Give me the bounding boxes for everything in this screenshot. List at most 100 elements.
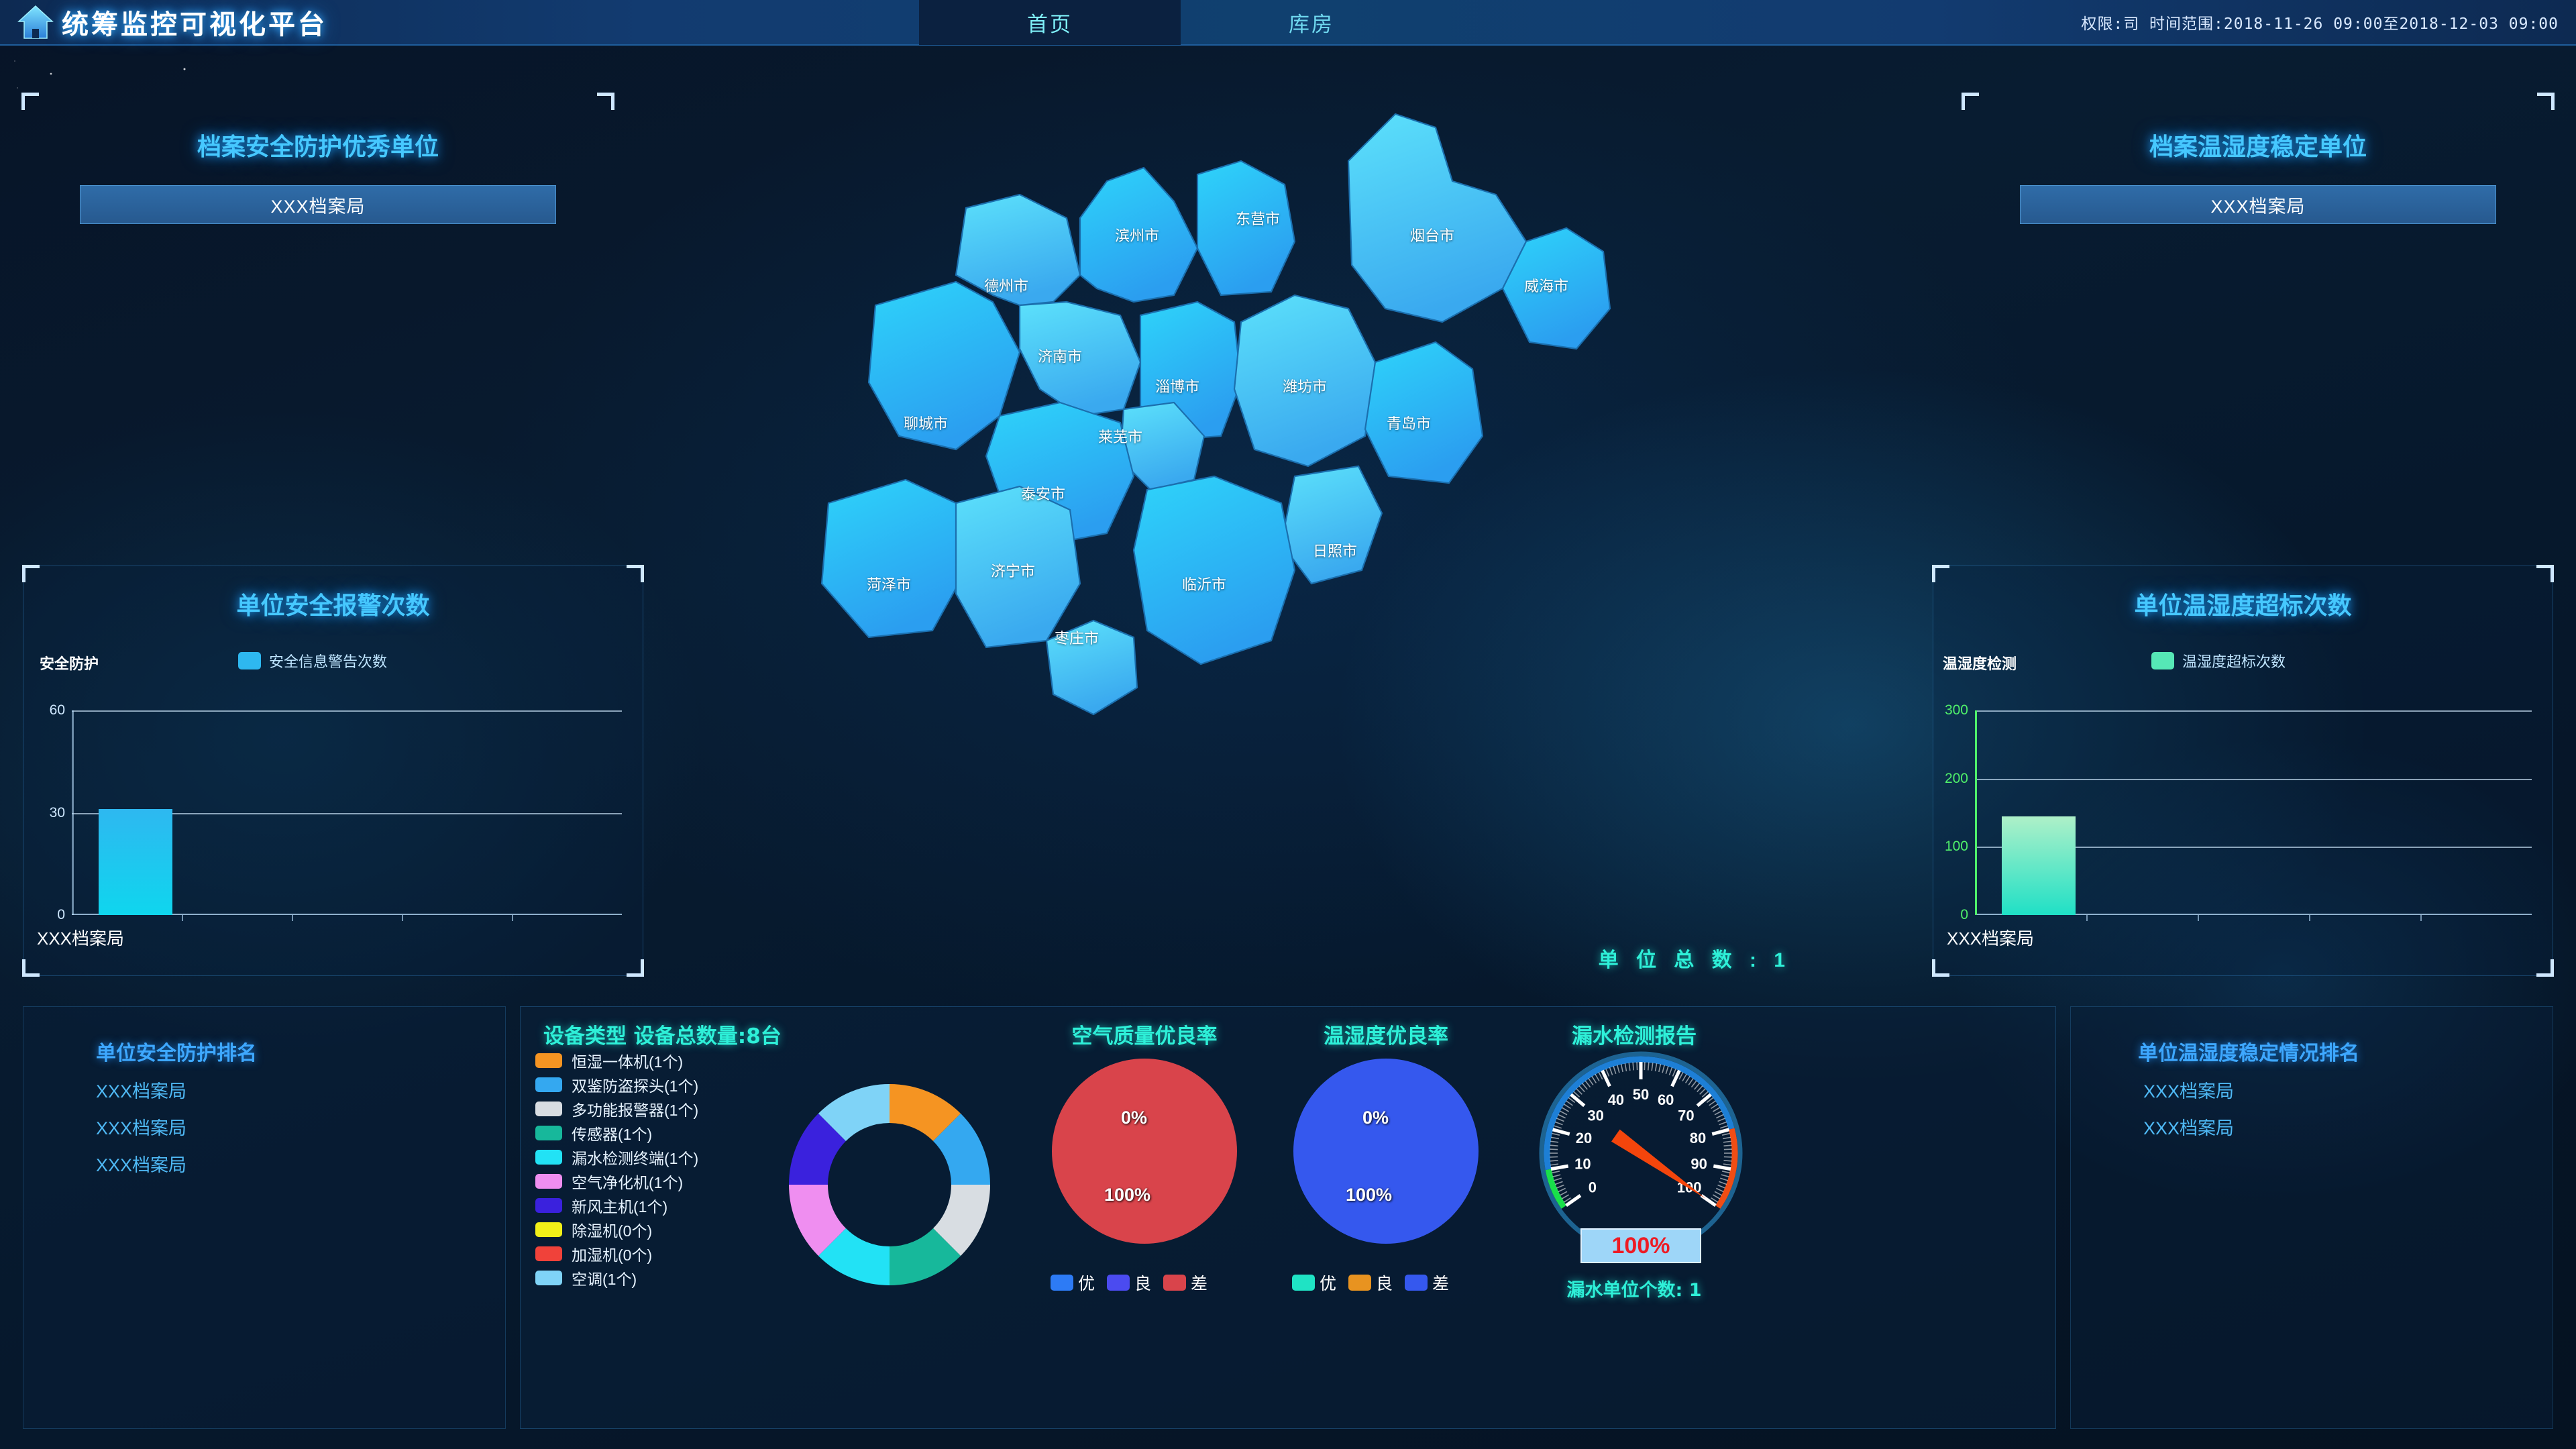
rank-list-item[interactable]: XXX档案局 (2143, 1114, 2553, 1140)
gauge-tick (1716, 1188, 1723, 1191)
gauge-tick (1722, 1171, 1730, 1173)
device-legend-swatch (535, 1222, 562, 1237)
air-quality-pie-chart[interactable] (1051, 1057, 1238, 1245)
device-donut-chart[interactable] (782, 1077, 997, 1292)
tab-home[interactable]: 首页 (919, 0, 1181, 45)
device-legend-item[interactable]: 空调(1个) (535, 1266, 698, 1290)
gauge-tick (1723, 1164, 1731, 1165)
gauge-tick (1713, 1166, 1731, 1169)
device-legend-label: 多功能报警器(1个) (572, 1097, 698, 1120)
pie-legend-item[interactable]: 良 (1348, 1271, 1393, 1295)
chart-bar[interactable] (2002, 816, 2076, 915)
chart-y-tick: 0 (57, 907, 72, 923)
device-legend-item[interactable]: 恒湿一体机(1个) (535, 1049, 698, 1073)
stable-humidity-unit-panel: 档案温湿度稳定单位 XXX档案局 (1963, 94, 2553, 389)
gauge-tick (1637, 1062, 1638, 1070)
bottom-dashboard-panel: 设备类型 设备总数量:8台 恒湿一体机(1个) 双鉴防盗探头(1个) 多功能报警… (520, 1006, 2056, 1429)
security-rank-list[interactable]: XXX档案局 XXX档案局 XXX档案局 (96, 1077, 505, 1177)
air-pie-title: 空气质量优良率 (1030, 1019, 1258, 1049)
rank-list-item[interactable]: XXX档案局 (2143, 1077, 2553, 1103)
gauge-tick (1648, 1063, 1649, 1071)
security-rank-title: 单位安全防护排名 (96, 1036, 505, 1066)
pie-legend-swatch (1292, 1275, 1315, 1291)
map-city-label: 日照市 (1313, 539, 1357, 561)
gauge-tick (1629, 1063, 1630, 1071)
gauge-tick (1550, 1141, 1558, 1142)
gauge-tick (1688, 1079, 1693, 1085)
gauge-tick (1585, 1081, 1590, 1087)
house-icon (17, 5, 54, 40)
gauge-tick (1554, 1178, 1561, 1181)
chart-y-tick: 200 (1945, 771, 1975, 787)
device-legend-item[interactable]: 多功能报警器(1个) (535, 1097, 698, 1121)
gauge-tick (1691, 1081, 1696, 1087)
device-legend-item[interactable]: 传感器(1个) (535, 1121, 698, 1145)
pie-legend-item[interactable]: 优 (1292, 1271, 1336, 1295)
pie-slice[interactable] (1052, 1059, 1237, 1244)
pie-legend-item[interactable]: 差 (1163, 1271, 1208, 1295)
pie-legend-label: 优 (1320, 1271, 1336, 1295)
pie-legend-swatch (1348, 1275, 1371, 1291)
gauge-tick (1556, 1185, 1564, 1188)
rank-list-item[interactable]: XXX档案局 (96, 1077, 505, 1103)
chart-bar[interactable] (99, 809, 172, 915)
humidity-rank-panel: 单位温湿度稳定情况排名 XXX档案局 XXX档案局 (2070, 1006, 2553, 1429)
pie-legend-label: 差 (1432, 1271, 1449, 1295)
pie-legend-item[interactable]: 良 (1107, 1271, 1151, 1295)
device-legend-label: 除湿机(0个) (572, 1218, 652, 1241)
gauge-tick (1552, 1134, 1560, 1136)
corner-decor (597, 93, 614, 110)
tab-warehouse[interactable]: 库房 (1181, 0, 1442, 45)
device-legend-item[interactable]: 漏水检测终端(1个) (535, 1145, 698, 1169)
rank-list-item[interactable]: XXX档案局 (96, 1114, 505, 1140)
map-svg[interactable] (704, 74, 1885, 1000)
security-legend[interactable]: 安全信息警告次数 (238, 650, 387, 672)
humidity-pie-legend[interactable]: 优 良 差 (1292, 1271, 1449, 1295)
device-legend-item[interactable]: 新风主机(1个) (535, 1193, 698, 1218)
device-legend-item[interactable]: 空气净化机(1个) (535, 1169, 698, 1193)
device-legend-item[interactable]: 双鉴防盗探头(1个) (535, 1073, 698, 1097)
gauge-tick (1711, 1104, 1718, 1108)
app-header: 统筹监控可视化平台 首页 库房 权限:司 时间范围:2018-11-26 09:… (0, 0, 2576, 46)
device-legend-list[interactable]: 恒湿一体机(1个) 双鉴防盗探头(1个) 多功能报警器(1个) 传感器(1个) … (535, 1049, 698, 1290)
excellent-security-unit-value[interactable]: XXX档案局 (80, 185, 556, 224)
shandong-map[interactable]: 滨州市 东营市 烟台市 威海市 德州市 济南市 淄博市 潍坊市 青岛市 聊城市 莱芜市 泰安市 日照市菏… (704, 74, 1885, 1000)
device-legend-swatch (535, 1077, 562, 1092)
gauge-tick (1550, 1149, 1558, 1150)
rank-list-item[interactable]: XXX档案局 (96, 1150, 505, 1177)
security-category-label: XXX档案局 (37, 925, 124, 950)
pie-legend-item[interactable]: 优 (1051, 1271, 1095, 1295)
humidity-exceed-chart-panel: 单位温湿度超标次数 温湿度检测 温湿度超标次数 0 100 200 300 XXX档案… (1933, 566, 2553, 976)
gauge-tick (1719, 1122, 1727, 1124)
humidity-legend[interactable]: 温湿度超标次数 (2151, 650, 2286, 672)
chart-y-tick: 30 (50, 805, 72, 821)
gauge-tick (1556, 1118, 1564, 1122)
gauge-tick (1582, 1083, 1588, 1089)
humidity-rank-list[interactable]: XXX档案局 XXX档案局 (2143, 1077, 2553, 1140)
device-legend-swatch (535, 1271, 562, 1285)
stable-humidity-unit-value[interactable]: XXX档案局 (2020, 185, 2496, 224)
humidity-pie-chart[interactable] (1292, 1057, 1480, 1245)
gauge-tick (1718, 1185, 1725, 1188)
stable-humidity-unit-title: 档案温湿度稳定单位 (1963, 127, 2553, 162)
pie-slice[interactable] (1293, 1059, 1479, 1244)
chart-gridline (1975, 710, 2532, 712)
security-legend-swatch (238, 652, 261, 669)
gauge-tick (1613, 1066, 1616, 1073)
map-city-label: 德州市 (984, 274, 1028, 296)
gauge-tick (1720, 1126, 1727, 1128)
humidity-legend-swatch (2151, 652, 2174, 669)
security-alarm-chart-panel: 单位安全报警次数 安全防护 安全信息警告次数 0 30 60 XXX档案局 (23, 566, 643, 976)
pie-legend-item[interactable]: 差 (1405, 1271, 1449, 1295)
gauge-tick (1562, 1195, 1568, 1199)
gauge-tick (1564, 1104, 1570, 1108)
air-pie-legend[interactable]: 优 良 差 (1051, 1271, 1208, 1295)
gauge-tick (1723, 1137, 1731, 1138)
device-legend-item[interactable]: 加湿机(0个) (535, 1242, 698, 1266)
device-legend-label: 空调(1个) (572, 1267, 637, 1289)
gauge-tick (1625, 1063, 1626, 1071)
gauge-tick (1551, 1166, 1568, 1169)
device-legend-item[interactable]: 除湿机(0个) (535, 1218, 698, 1242)
chart-x-tick (512, 915, 513, 921)
humidity-category-label: XXX档案局 (1947, 925, 2034, 950)
